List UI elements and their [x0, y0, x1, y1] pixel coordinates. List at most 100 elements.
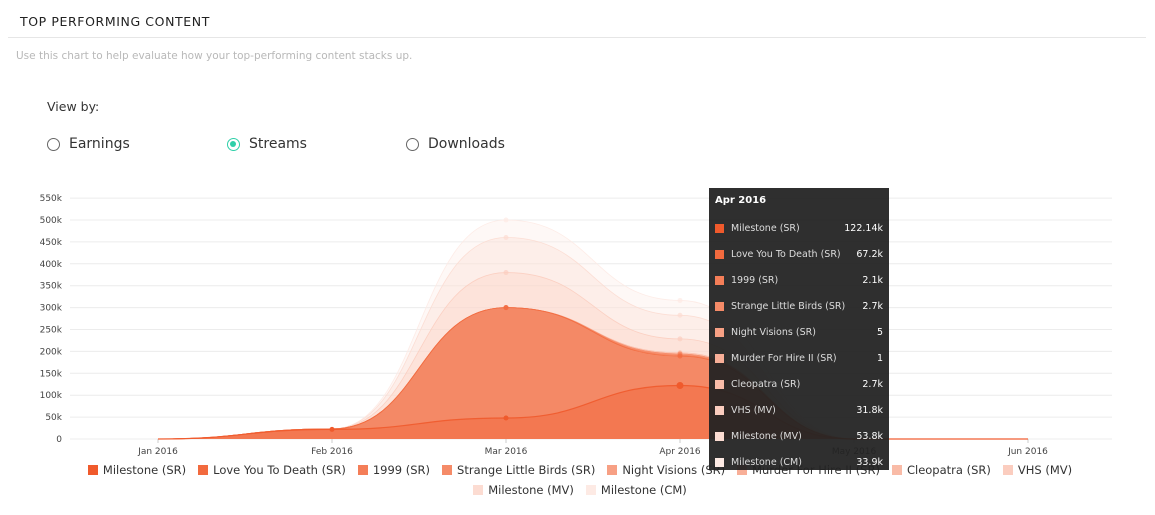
series-area — [158, 307, 1028, 439]
tooltip-title: Apr 2016 — [715, 195, 767, 206]
legend-item[interactable]: Milestone (CM) — [585, 483, 687, 497]
legend-item[interactable]: Strange Little Birds (SR) — [442, 463, 595, 477]
x-tick-label: Jan 2016 — [137, 447, 178, 457]
y-tick-label: 400k — [40, 260, 63, 270]
y-tick-label: 250k — [40, 326, 63, 336]
series-area — [158, 307, 1028, 439]
y-tick-label: 350k — [40, 282, 63, 292]
tooltip-row: 1999 (SR) 2.1k — [715, 267, 883, 293]
radio-streams[interactable]: Streams — [227, 136, 307, 152]
view-by-label: View by: — [47, 99, 100, 114]
series-area — [158, 220, 1028, 439]
radio-earnings[interactable]: Earnings — [47, 136, 130, 152]
tooltip-swatch — [715, 353, 724, 363]
radio-label-earnings: Earnings — [69, 136, 130, 152]
page-subtitle: Use this chart to help evaluate how your… — [16, 50, 413, 62]
legend-label: VHS (MV) — [1017, 463, 1073, 477]
y-tick-label: 500k — [40, 216, 63, 226]
legend-label: Milestone (CM) — [600, 483, 687, 497]
radio-circle-icon[interactable] — [406, 137, 419, 151]
legend-swatch — [357, 465, 368, 475]
legend-swatch — [473, 485, 484, 495]
tooltip-swatch — [715, 457, 724, 467]
tooltip-swatch — [715, 431, 724, 441]
legend-label: Milestone (SR) — [102, 463, 187, 477]
y-tick-label: 0 — [56, 435, 62, 445]
data-point — [503, 217, 509, 223]
series-area — [158, 272, 1028, 439]
x-tick-label: Apr 2016 — [659, 447, 701, 457]
legend-label: Night Visions (SR) — [622, 463, 726, 477]
x-tick-label: Jun 2016 — [1007, 447, 1048, 457]
chart-tooltip: Apr 2016 Milestone (SR) 122.14k Love You T… — [709, 188, 889, 470]
data-point — [503, 305, 509, 311]
tooltip-series-name: VHS (MV) — [731, 404, 776, 416]
streams-area-chart: 0 50k 100k 150k 200k 250k 300k 350k 400k 450k 500k… — [40, 194, 1112, 457]
y-tick-label: 100k — [40, 391, 63, 401]
y-tick-label: 200k — [40, 347, 63, 357]
x-tick-label: Mar 2016 — [485, 447, 528, 457]
legend-item[interactable]: Milestone (MV) — [473, 483, 574, 497]
legend-item[interactable]: Night Visions (SR) — [607, 463, 725, 477]
legend-swatch — [585, 485, 596, 495]
tooltip-series-name: Cleopatra (SR) — [731, 378, 801, 390]
series-area — [158, 307, 1028, 439]
legend-item[interactable]: VHS (MV) — [1002, 463, 1073, 477]
legend-item[interactable]: Love You To Death (SR) — [198, 463, 346, 477]
tooltip-series-value: 31.8k — [856, 404, 883, 416]
tooltip-series-name: Strange Little Birds (SR) — [731, 300, 846, 312]
tooltip-swatch — [715, 327, 724, 337]
tooltip-series-name: Love You To Death (SR) — [731, 248, 841, 260]
tooltip-swatch — [715, 301, 724, 311]
tooltip-row: Milestone (SR) 122.14k — [715, 215, 883, 241]
legend-label: 1999 (SR) — [372, 463, 431, 477]
tooltip-series-name: Milestone (MV) — [731, 430, 802, 442]
tooltip-series-value: 2.1k — [862, 274, 883, 286]
tooltip-series-value: 5 — [876, 326, 883, 338]
legend-swatch — [442, 465, 453, 475]
data-point — [503, 415, 509, 421]
tooltip-series-name: Murder For Hire II (SR) — [731, 352, 837, 364]
legend-label: Love You To Death (SR) — [213, 463, 346, 477]
radio-downloads[interactable]: Downloads — [406, 136, 505, 152]
radio-circle-icon[interactable] — [47, 137, 60, 151]
data-point — [676, 382, 684, 390]
legend-label: Strange Little Birds (SR) — [457, 463, 596, 477]
legend-swatch — [737, 465, 748, 475]
legend-item[interactable]: 1999 (SR) — [357, 463, 431, 477]
y-tick-label: 550k — [40, 194, 63, 204]
tooltip-series-value: 2.7k — [862, 300, 883, 312]
tooltip-series-value: 1 — [876, 352, 883, 364]
tooltip-series-value: 33.9k — [856, 456, 883, 468]
tooltip-row: Night Visions (SR) 5 — [715, 319, 883, 345]
y-tick-label: 150k — [40, 369, 63, 379]
y-tick-label: 450k — [40, 238, 63, 248]
tooltip-swatch — [715, 405, 724, 415]
legend-label: Cleopatra (SR) — [906, 463, 991, 477]
tooltip-swatch — [715, 223, 724, 233]
y-tick-label: 300k — [40, 304, 63, 314]
series-area — [158, 307, 1028, 439]
data-point — [677, 312, 683, 318]
data-point — [329, 426, 335, 432]
chart-legend: Milestone (SR) Love You To Death (SR) 1999… — [40, 463, 1120, 497]
radio-label-streams: Streams — [249, 136, 307, 152]
tooltip-series-value: 67.2k — [856, 248, 883, 260]
tooltip-series-name: Milestone (CM) — [731, 456, 802, 468]
tooltip-row: VHS (MV) 31.8k — [715, 397, 883, 423]
tooltip-series-name: Night Visions (SR) — [731, 326, 816, 338]
data-point — [503, 235, 509, 241]
series-area — [158, 385, 1028, 439]
legend-item[interactable]: Milestone (SR) — [87, 463, 187, 477]
radio-circle-icon[interactable] — [227, 137, 240, 151]
tooltip-row: Milestone (MV) 53.8k — [715, 423, 883, 449]
legend-item[interactable]: Cleopatra (SR) — [891, 463, 991, 477]
series-area — [158, 307, 1028, 439]
series-area — [158, 307, 1028, 439]
tooltip-swatch — [715, 379, 724, 389]
data-point — [677, 336, 683, 342]
tooltip-row: Murder For Hire II (SR) 1 — [715, 345, 883, 371]
tooltip-swatch — [715, 249, 724, 259]
tooltip-series-value: 2.7k — [862, 378, 883, 390]
data-point — [503, 270, 509, 276]
